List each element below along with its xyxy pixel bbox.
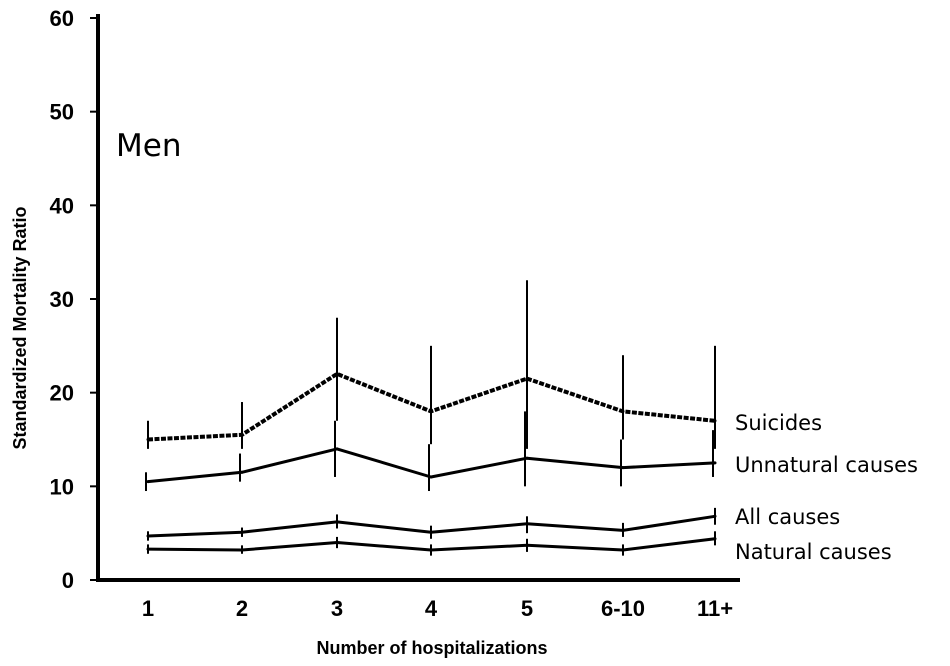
panel-label: Men [116,128,181,164]
data-point [335,447,339,451]
data-point [621,548,625,552]
x-tick-label: 5 [521,596,533,621]
x-ticks-layer: 1 2 3 4 5 6-10 11+ [142,596,733,621]
y-axis-title: Standardized Mortality Ratio [10,206,30,449]
data-point [621,466,625,470]
data-point [713,514,717,518]
x-tick-label: 6-10 [601,596,645,621]
data-point [525,522,529,526]
series-label: All causes [735,505,840,529]
data-point [240,470,244,474]
data-point [429,409,433,413]
data-point [146,438,150,441]
data-point [335,372,339,376]
y-tick-label: 30 [50,287,74,312]
data-point [713,419,717,423]
y-tick-label: 0 [62,568,74,593]
x-axis-title: Number of hospitalizations [316,638,547,658]
data-point [525,543,529,547]
data-point [240,548,244,552]
data-point [525,456,529,460]
x-tick-label: 1 [142,596,154,621]
data-point [240,433,244,437]
data-point [713,461,717,465]
y-ticks-layer: 0 10 20 30 40 50 60 [50,6,98,593]
data-point [240,530,244,534]
series-labels-layer: Suicides Unnatural causes All causes Natura… [735,411,918,564]
y-tick-label: 20 [50,381,74,406]
series-label: Natural causes [735,540,892,564]
x-tick-label: 2 [236,596,248,621]
data-point [621,528,625,532]
data-point [525,377,529,381]
axes-layer [96,14,740,582]
data-point [621,409,625,413]
data-point [429,548,433,552]
data-point [146,480,150,484]
x-tick-label: 11+ [697,596,733,621]
data-point [335,520,339,524]
y-tick-label: 10 [50,474,74,499]
y-tick-label: 40 [50,193,74,218]
x-tick-label: 4 [425,596,438,621]
data-point [713,537,717,541]
data-point [429,475,433,479]
data-point [146,534,150,538]
x-tick-label: 3 [331,596,343,621]
data-point [429,530,433,534]
y-tick-label: 60 [50,6,74,31]
series-label: Unnatural causes [735,453,918,477]
series-label: Suicides [735,411,822,435]
data-point [335,541,339,544]
error-bars-layer [145,280,716,556]
y-tick-label: 50 [50,100,74,125]
series-lines-layer [146,371,717,552]
data-point [146,547,150,551]
